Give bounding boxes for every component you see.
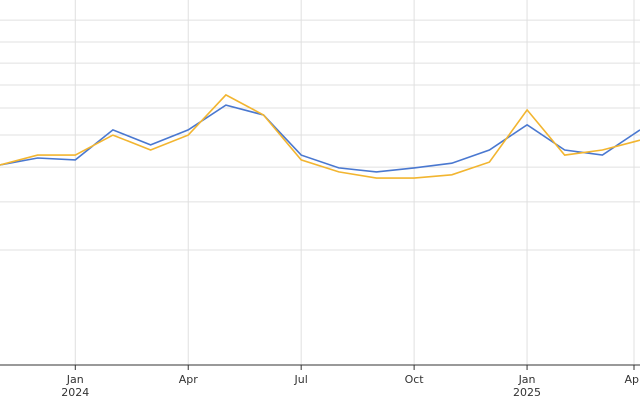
x-tick-sublabel: 2024 [61, 386, 89, 399]
x-tick-label: Oct [405, 373, 425, 386]
series-line [0, 93, 640, 179]
x-tick-sublabel: 2025 [513, 386, 541, 399]
series-line [0, 104, 640, 173]
x-tick-label: Jan [66, 373, 84, 386]
x-tick-label: Jan [518, 373, 536, 386]
x-tick-label: Apr [624, 373, 640, 386]
x-tick-label: Apr [179, 373, 199, 386]
x-tick-label: Jul [294, 373, 308, 386]
